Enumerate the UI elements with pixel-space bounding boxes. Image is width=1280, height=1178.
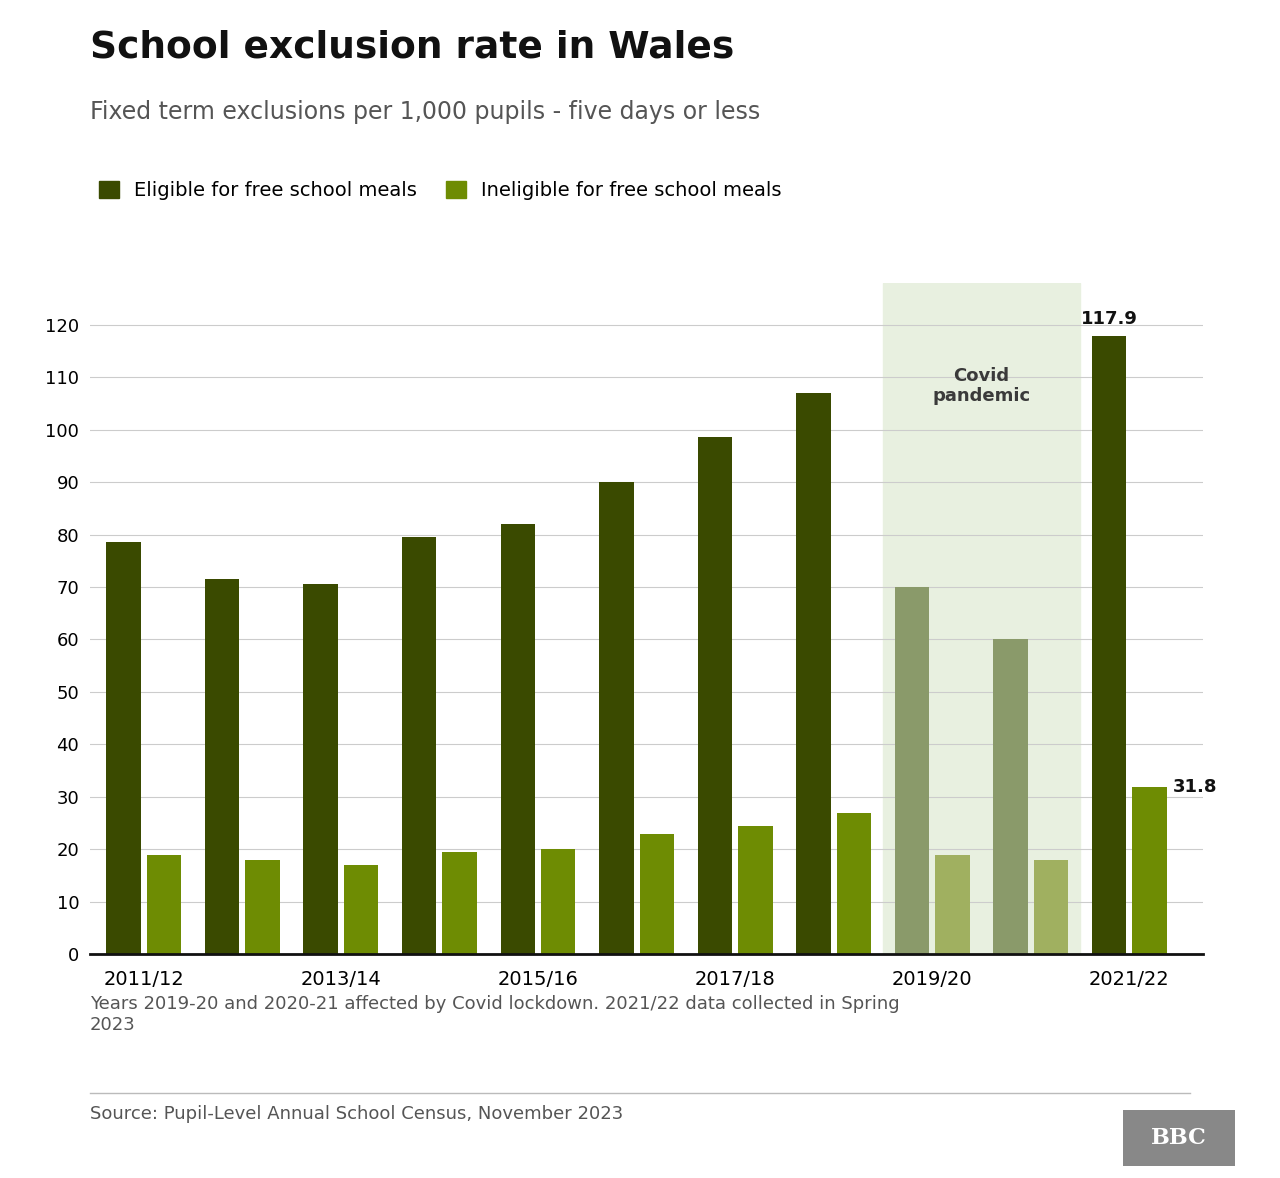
Bar: [640, 834, 675, 954]
Bar: [106, 542, 141, 954]
Bar: [739, 826, 773, 954]
Bar: [443, 852, 477, 954]
Bar: [1092, 336, 1126, 954]
Text: 31.8: 31.8: [1172, 779, 1217, 796]
Text: Fixed term exclusions per 1,000 pupils - five days or less: Fixed term exclusions per 1,000 pupils -…: [90, 100, 760, 124]
Text: Covid
pandemic: Covid pandemic: [932, 366, 1030, 405]
Bar: [796, 393, 831, 954]
Bar: [303, 584, 338, 954]
Bar: [1133, 787, 1167, 954]
Bar: [1034, 860, 1069, 954]
Legend: Eligible for free school meals, Ineligible for free school meals: Eligible for free school meals, Ineligib…: [100, 180, 782, 200]
Bar: [147, 854, 182, 954]
Text: Years 2019-20 and 2020-21 affected by Covid lockdown. 2021/22 data collected in : Years 2019-20 and 2020-21 affected by Co…: [90, 995, 900, 1034]
Bar: [936, 854, 970, 954]
Bar: [599, 482, 634, 954]
Bar: [837, 813, 872, 954]
Text: BBC: BBC: [1151, 1127, 1207, 1149]
Text: 117.9: 117.9: [1080, 310, 1138, 327]
Bar: [344, 865, 379, 954]
Bar: [883, 283, 1080, 954]
Bar: [541, 849, 576, 954]
Bar: [402, 537, 436, 954]
Bar: [246, 860, 280, 954]
Bar: [895, 587, 929, 954]
Bar: [993, 640, 1028, 954]
Text: Source: Pupil-Level Annual School Census, November 2023: Source: Pupil-Level Annual School Census…: [90, 1105, 623, 1123]
Text: School exclusion rate in Wales: School exclusion rate in Wales: [90, 29, 733, 66]
Bar: [500, 524, 535, 954]
Bar: [698, 437, 732, 954]
Bar: [205, 580, 239, 954]
